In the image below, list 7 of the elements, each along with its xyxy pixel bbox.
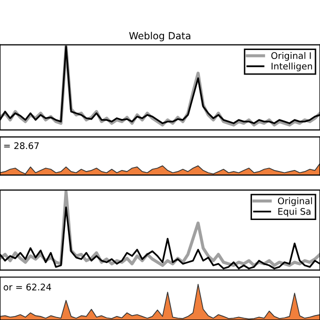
- chart-title: Weblog Data: [129, 32, 190, 42]
- legend-label: Equi Sa: [278, 208, 310, 217]
- text: = 28.67: [4, 142, 39, 150]
- legend-label: Intelligen: [272, 62, 312, 72]
- legend-label: Original I: [271, 52, 311, 61]
- legend-label: Original: [278, 197, 312, 206]
- annotation: or = 62.24: [4, 284, 52, 290]
